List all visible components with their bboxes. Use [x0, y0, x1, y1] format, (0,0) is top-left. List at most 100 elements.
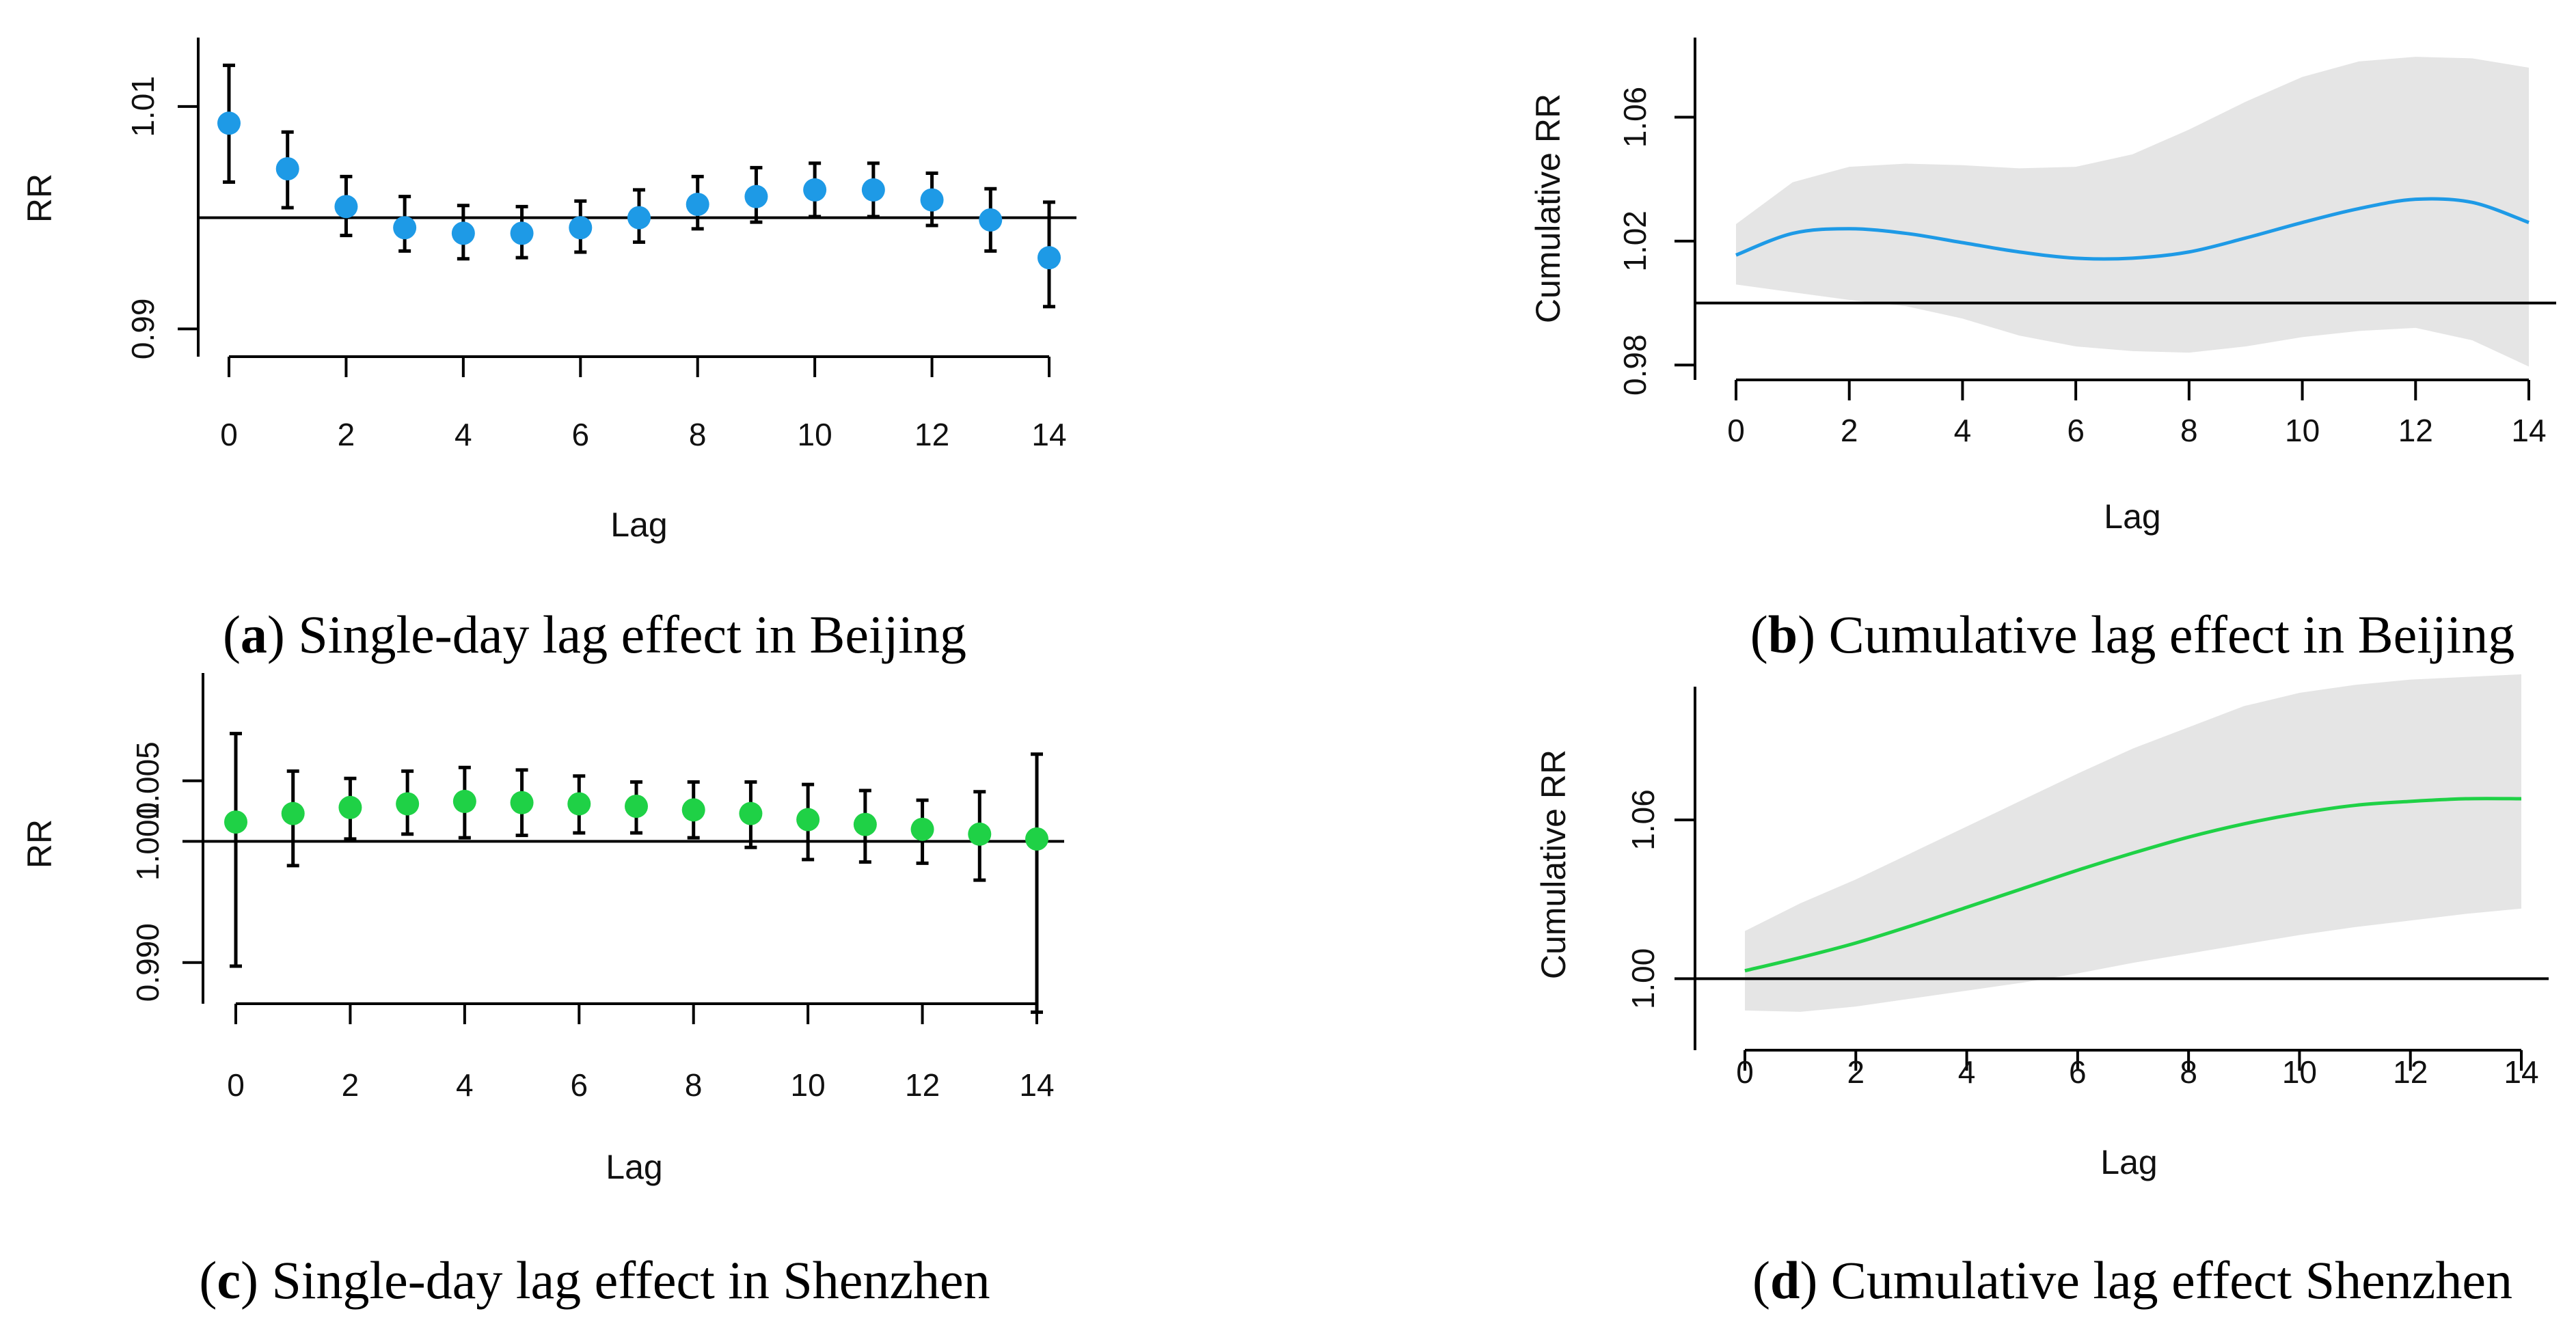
y-tick-label: 1.000 — [130, 802, 165, 881]
x-tick-label: 4 — [456, 1067, 474, 1103]
x-tick-label: 14 — [1031, 417, 1066, 452]
caption-paren-open: ( — [1750, 605, 1768, 664]
y-tick-label: 1.06 — [1617, 87, 1653, 148]
caption-letter: c — [217, 1250, 241, 1310]
y-axis-label: Cumulative RR — [1534, 750, 1573, 979]
x-tick-label: 0 — [227, 1067, 245, 1103]
data-point — [803, 178, 827, 202]
y-tick-label: 1.00 — [1625, 948, 1661, 1010]
data-point — [451, 221, 475, 245]
panel-caption: (c) Single-day lag effect in Shenzhen — [199, 1250, 990, 1310]
data-point — [796, 808, 820, 832]
data-point — [217, 111, 241, 135]
x-tick-label: 8 — [2180, 413, 2198, 448]
x-tick-label: 6 — [571, 417, 589, 452]
data-point — [275, 157, 299, 181]
caption-text: Single-day lag effect in Beijing — [298, 605, 966, 664]
y-tick-label: 0.99 — [125, 299, 161, 360]
data-point — [396, 792, 420, 816]
x-tick-label: 8 — [2180, 1054, 2197, 1090]
x-tick-label: 12 — [2393, 1054, 2428, 1090]
data-point — [569, 216, 593, 240]
x-tick-label: 0 — [1727, 413, 1745, 448]
caption-letter: a — [241, 605, 267, 664]
data-point — [393, 216, 417, 240]
y-tick-label: 1.005 — [130, 741, 165, 820]
series-line — [1735, 197, 2530, 261]
data-point — [627, 206, 651, 230]
data-point — [910, 817, 934, 841]
caption-text: Cumulative lag effect in Beijing — [1829, 605, 2515, 664]
data-point — [861, 178, 885, 202]
panel-caption: (a) Single-day lag effect in Beijing — [223, 605, 966, 664]
y-axis-label: Cumulative RR — [1529, 94, 1567, 323]
x-axis-label: Lag — [606, 1148, 662, 1186]
caption-paren-close: ) — [241, 1250, 271, 1310]
caption-paren-close: ) — [1798, 605, 1828, 664]
panel-b: 0 2 4 6 8 10 12 14 0.98 1.02 1.06 Lag Cumulative RR (… — [1529, 38, 2556, 664]
data-point — [567, 792, 591, 816]
data-point — [686, 193, 709, 217]
caption-paren-close: ) — [1800, 1250, 1830, 1310]
x-tick-label: 10 — [2282, 1054, 2317, 1090]
panel-caption: (d) Cumulative lag effect Shenzhen — [1752, 1250, 2512, 1310]
x-tick-label: 2 — [338, 417, 355, 452]
x-tick-label: 10 — [791, 1067, 826, 1103]
data-point — [739, 801, 763, 825]
data-point — [625, 795, 648, 819]
x-tick-label: 12 — [2398, 413, 2433, 448]
x-tick-label: 6 — [2067, 413, 2085, 448]
x-tick-label: 2 — [1847, 1054, 1865, 1090]
caption-letter: b — [1768, 605, 1798, 664]
caption-text: Cumulative lag effect Shenzhen — [1831, 1250, 2512, 1310]
data-point — [281, 801, 305, 825]
y-tick-label: 0.98 — [1617, 334, 1653, 396]
x-tick-label: 0 — [1736, 1054, 1754, 1090]
data-point — [1025, 827, 1048, 851]
y-axis-label: RR — [21, 174, 59, 223]
data-point — [510, 791, 534, 814]
y-tick-label: 1.06 — [1625, 789, 1661, 851]
x-tick-label: 2 — [342, 1067, 360, 1103]
x-tick-label: 4 — [1954, 413, 1972, 448]
data-point — [1038, 246, 1061, 270]
x-axis-label: Lag — [2104, 497, 2160, 536]
x-tick-label: 8 — [685, 1067, 703, 1103]
x-tick-label: 4 — [1958, 1054, 1976, 1090]
x-tick-label: 6 — [2069, 1054, 2087, 1090]
x-tick-label: 10 — [2285, 413, 2320, 448]
x-tick-label: 10 — [798, 417, 832, 452]
caption-paren-open: ( — [223, 605, 241, 664]
x-tick-label: 12 — [905, 1067, 940, 1103]
y-tick-label: 1.02 — [1617, 210, 1653, 272]
y-tick-label: 0.990 — [130, 923, 165, 1002]
x-tick-label: 12 — [914, 417, 949, 452]
x-tick-label: 14 — [1019, 1067, 1054, 1103]
data-point — [681, 798, 705, 822]
x-axis-label: Lag — [2100, 1143, 2157, 1181]
y-axis-label: RR — [21, 819, 59, 868]
data-point — [968, 822, 992, 846]
data-point — [920, 188, 944, 212]
confidence-band — [1736, 57, 2529, 367]
data-point — [979, 208, 1003, 232]
series-line — [1744, 797, 2522, 973]
data-point — [224, 810, 247, 834]
x-tick-label: 2 — [1841, 413, 1858, 448]
data-point — [853, 812, 877, 836]
caption-paren-open: ( — [1752, 1250, 1770, 1310]
x-axis-label: Lag — [610, 506, 667, 544]
data-point — [338, 795, 362, 819]
data-point — [334, 195, 358, 219]
caption-letter: d — [1770, 1250, 1800, 1310]
data-point — [510, 221, 534, 245]
x-tick-label: 14 — [2504, 1054, 2538, 1090]
caption-paren-close: ) — [267, 605, 298, 664]
panel-caption: (b) Cumulative lag effect in Beijing — [1750, 605, 2515, 664]
caption-paren-open: ( — [199, 1250, 217, 1310]
y-tick-label: 1.01 — [125, 76, 161, 137]
x-tick-label: 0 — [220, 417, 238, 452]
data-point — [452, 789, 476, 813]
